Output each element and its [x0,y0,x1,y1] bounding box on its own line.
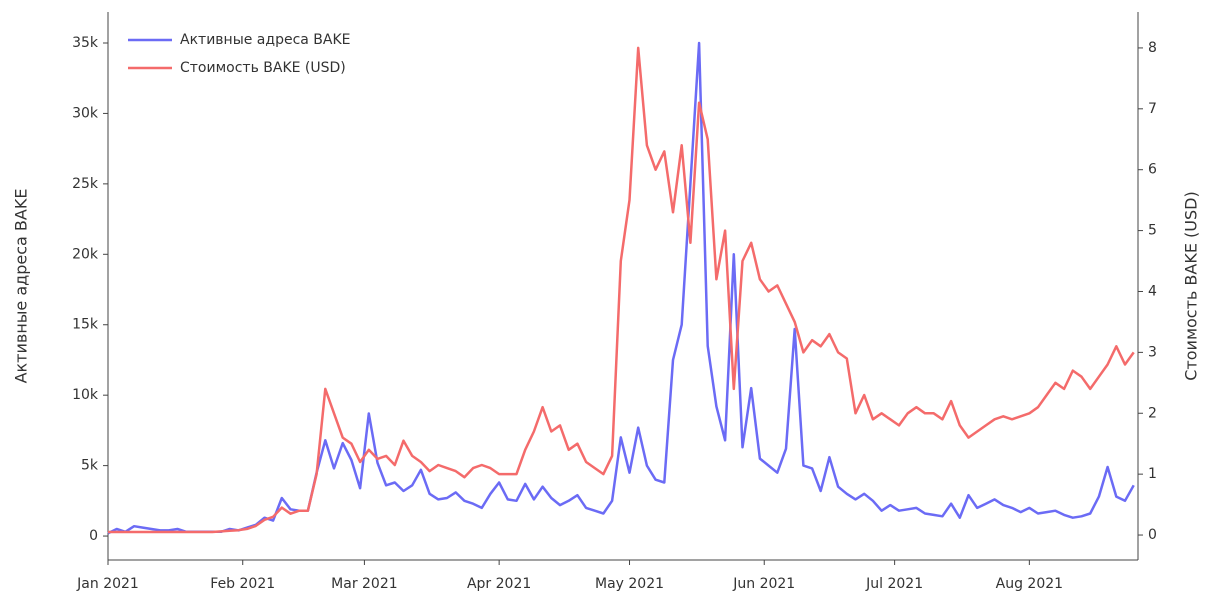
legend-label: Стоимость BAKE (USD) [180,60,346,76]
y-tick-label: 15k [72,317,99,333]
y-tick-label: 35k [72,35,99,51]
y-axis-title: Активные адреса BAKE [12,189,31,384]
x-tick-label: Jun 2021 [732,576,795,592]
x-tick-label: Jan 2021 [76,576,139,592]
x-tick-label: Aug 2021 [996,576,1063,592]
series-line [107,41,1135,535]
x-tick-label: Mar 2021 [331,576,398,592]
y2-tick-label: 0 [1148,527,1157,543]
y2-tick-label: 8 [1148,40,1157,56]
x-tick-label: Apr 2021 [467,576,531,592]
y2-tick-label: 5 [1148,223,1157,239]
y2-tick-label: 1 [1148,466,1157,482]
x-tick-label: Jul 2021 [865,576,923,592]
y2-tick-label: 2 [1148,405,1157,421]
x-tick-label: Feb 2021 [210,576,275,592]
y2-tick-label: 7 [1148,101,1157,117]
y2-tick-label: 6 [1148,162,1157,178]
y-tick-label: 10k [72,387,99,403]
y-tick-label: 0 [89,528,98,544]
x-tick-label: May 2021 [595,576,664,592]
y2-tick-label: 3 [1148,344,1157,360]
y-tick-label: 20k [72,246,99,262]
y2-axis-title: Стоимость BAKE (USD) [1182,191,1201,380]
series-line [108,46,1135,534]
y-tick-label: 5k [81,458,99,474]
y2-tick-label: 4 [1148,283,1157,299]
y-tick-label: 25k [72,176,99,192]
y-tick-label: 30k [72,105,99,121]
legend-label: Активные адреса BAKE [180,32,351,48]
